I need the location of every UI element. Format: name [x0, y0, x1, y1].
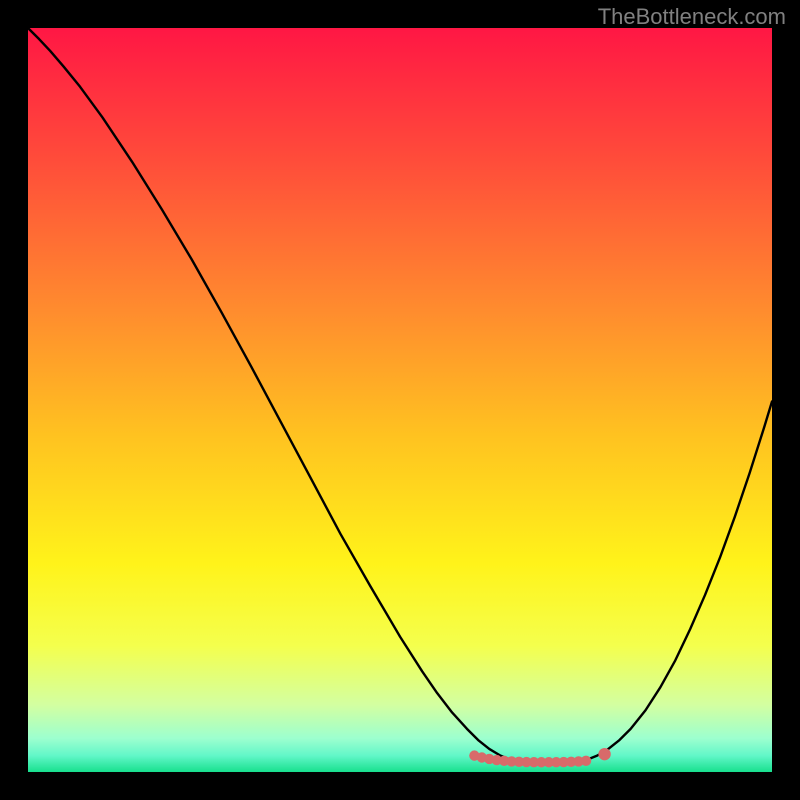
chart-frame: TheBottleneck.com	[0, 0, 800, 800]
bottleneck-chart	[28, 28, 772, 772]
watermark-label: TheBottleneck.com	[598, 4, 786, 30]
gradient-background	[28, 28, 772, 772]
